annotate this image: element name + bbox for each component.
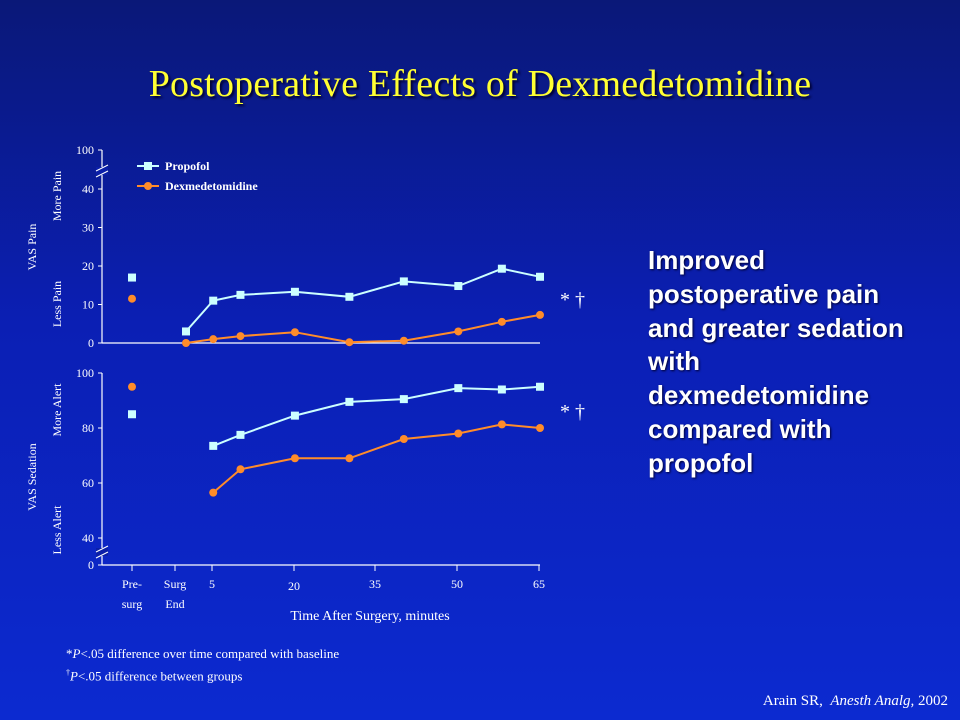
dexmedetomidine-point: [209, 335, 218, 344]
y-axis-label-high: More Pain: [50, 171, 64, 221]
propofol-point: [454, 282, 463, 291]
propofol-point: [454, 384, 463, 393]
x-tick-label: 50: [451, 577, 463, 591]
axis-break-gap: [96, 548, 108, 556]
dexmedetomidine-point: [290, 328, 299, 337]
propofol-baseline-point: [128, 410, 136, 419]
propofol-point: [536, 382, 544, 391]
dexmedetomidine-point: [497, 317, 506, 326]
x-tick-label: End: [165, 597, 184, 611]
propofol-legend-label: Propofol: [165, 159, 210, 173]
propofol-point: [399, 277, 408, 286]
summary-bullet: Improved postoperative pain and greater …: [648, 245, 904, 478]
y-tick-label: 60: [82, 476, 94, 490]
pain-chart: 0 10 20 30 40 100 VAS Pain Less Pain More Pain * …: [25, 143, 585, 350]
y-axis-label-low: Less Pain: [50, 281, 64, 327]
y-axis-label: VAS Sedation: [25, 443, 39, 510]
dexmedetomidine-point: [399, 435, 408, 443]
propofol-legend-marker: [144, 162, 152, 170]
propofol-point: [536, 272, 544, 281]
dexmedetomidine-baseline-point: [128, 294, 136, 303]
propofol-point: [497, 385, 506, 394]
propofol-point: [290, 411, 299, 420]
propofol-point: [290, 287, 299, 296]
footnote-star: *P<.05 difference over time compared wit…: [66, 646, 340, 661]
dexmedetomidine-line: [212, 423, 541, 494]
axis-break-mark: [95, 164, 109, 172]
dexmedetomidine-legend-marker: [144, 182, 152, 190]
propofol-point: [236, 290, 245, 299]
y-tick-label: 100: [76, 143, 94, 157]
propofol-point: [209, 441, 218, 450]
axis-break-gap: [96, 167, 108, 175]
dexmedetomidine-point: [290, 454, 299, 463]
dexmedetomidine-point: [345, 338, 354, 347]
dexmedetomidine-point: [236, 465, 245, 474]
sedation-chart: 0 40 60 80 100 VAS Sedation Less Alert More Ale…: [25, 366, 585, 624]
x-tick-label: 35: [369, 577, 381, 591]
y-tick-label: 30: [82, 221, 94, 235]
y-tick-label: 0: [88, 558, 94, 572]
x-tick-label: 65: [533, 577, 545, 591]
x-tick-label: 5: [209, 577, 215, 591]
propofol-point: [182, 327, 190, 336]
y-axis-label: VAS Pain: [25, 224, 39, 271]
propofol-line: [185, 267, 541, 333]
dexmedetomidine-point: [399, 336, 408, 345]
y-axis-label-low: Less Alert: [50, 505, 64, 555]
y-axis-label-high: More Alert: [50, 383, 64, 437]
y-tick-label: 40: [82, 182, 94, 196]
dexmedetomidine-point: [236, 332, 245, 341]
propofol-point: [209, 296, 218, 305]
x-tick-label: 20: [288, 579, 300, 593]
propofol-point: [345, 397, 354, 406]
dexmedetomidine-point: [454, 429, 463, 438]
significance-marker: * †: [560, 401, 585, 423]
dexmedetomidine-baseline-point: [128, 382, 136, 391]
x-tick-label: Pre-: [122, 577, 142, 591]
axis-break-mark: [95, 545, 109, 553]
slide-title: Postoperative Effects of Dexmedetomidine: [148, 63, 812, 105]
y-tick-label: 40: [82, 531, 94, 545]
y-tick-label: 100: [76, 366, 94, 380]
dexmedetomidine-point: [345, 454, 354, 463]
dexmedetomidine-point: [454, 327, 463, 336]
footnote-dagger: †P<.05 difference between groups: [66, 668, 243, 684]
dexmedetomidine-point: [497, 420, 506, 429]
propofol-point: [236, 430, 245, 439]
axis-break-mark: [95, 551, 109, 559]
propofol-point: [497, 264, 506, 273]
x-axis-label: Time After Surgery, minutes: [290, 609, 449, 624]
significance-marker: * †: [560, 289, 585, 311]
axis-break-mark: [95, 170, 109, 178]
footnotes: *P<.05 difference over time compared wit…: [66, 644, 339, 685]
x-tick-label: surg: [122, 597, 142, 611]
propofol-line: [212, 385, 541, 447]
propofol-point: [345, 292, 354, 301]
propofol-baseline-point: [128, 273, 136, 282]
y-tick-label: 80: [82, 421, 94, 435]
y-tick-label: 0: [88, 336, 94, 350]
citation: Arain SR, Anesth Analg, 2002: [762, 693, 948, 709]
dexmedetomidine-point: [536, 310, 544, 319]
dexmedetomidine-point: [209, 488, 218, 497]
y-tick-label: 10: [82, 298, 94, 312]
dexmedetomidine-legend-label: Dexmedetomidine: [165, 179, 258, 193]
dexmedetomidine-point: [182, 339, 190, 347]
y-tick-label: 20: [82, 259, 94, 273]
dexmedetomidine-point: [536, 424, 544, 432]
propofol-point: [399, 395, 408, 404]
x-tick-label: Surg: [164, 577, 186, 591]
